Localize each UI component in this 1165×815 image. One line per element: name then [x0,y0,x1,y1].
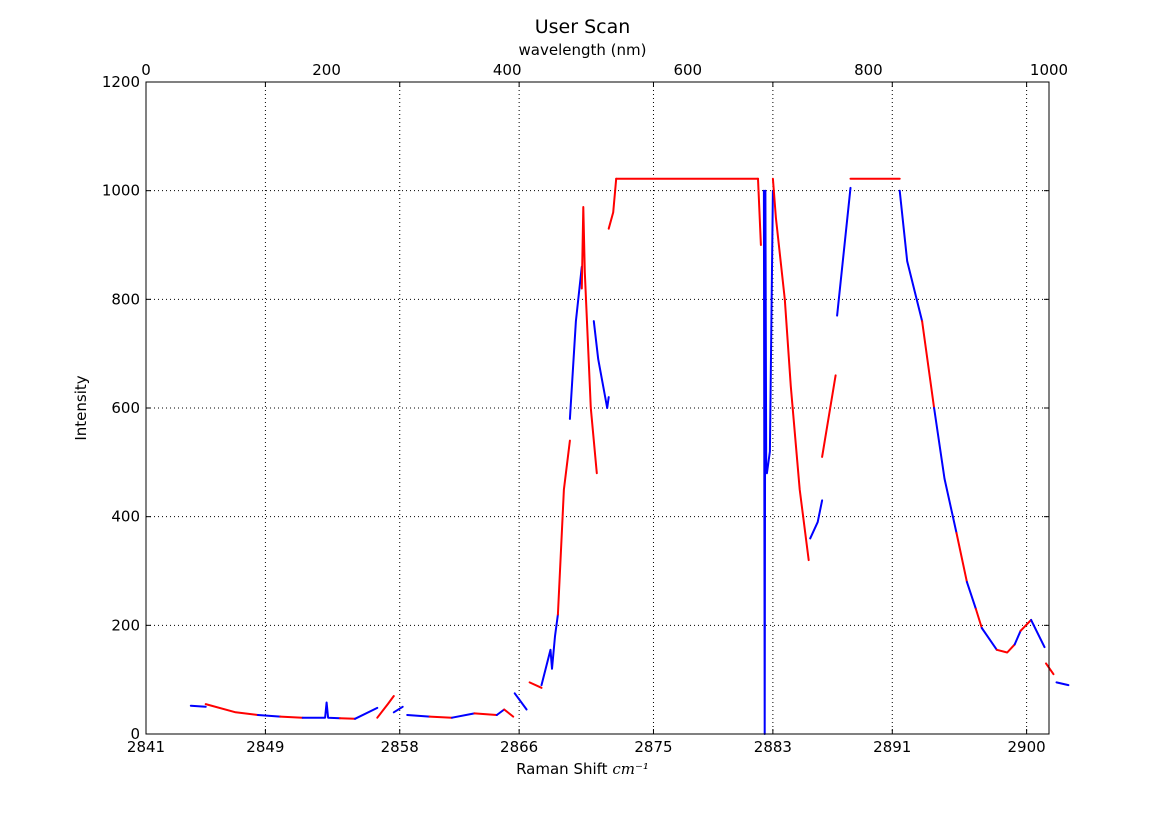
series-line-red [1019,618,1033,632]
y-tick-label: 200 [111,616,140,634]
series-line-blue [568,265,583,420]
series-line-red [580,206,598,475]
x-tick-label: 2891 [873,738,911,756]
plot-frame [145,81,1050,735]
y-tick-label: 0 [130,725,140,743]
series-line-red [376,695,395,719]
series-line-blue [256,714,282,718]
y-tick-label: 400 [111,508,140,526]
series-line-blue [301,701,341,720]
series-line-red [974,608,983,629]
x-axis-unit: cm⁻¹ [612,760,649,778]
x-tick-label: 2858 [381,738,419,756]
x-axis-label-text: Raman Shift [516,760,608,778]
series-line-red [279,715,304,719]
x-tick-label: 2866 [500,738,538,756]
series-line-red [607,177,618,230]
series-line-blue [1055,681,1070,687]
top-tick-label: 200 [312,61,341,79]
top-axis-label: wavelength (nm) [518,41,647,59]
x-tick-label: 2875 [634,738,672,756]
series-line-red [771,177,810,562]
series-line-blue [965,580,977,610]
top-tick-label: 400 [493,61,522,79]
series-line-blue [933,407,958,534]
y-tick-label: 1200 [102,73,140,91]
data-series [189,177,1070,735]
series-line-red [503,708,515,718]
series-line-red [921,320,936,409]
series-line-red [428,715,453,719]
series-line-blue [1030,618,1046,649]
series-line-blue [898,189,924,323]
series-line-red [556,439,571,616]
y-tick-label: 1000 [102,182,140,200]
grid [146,82,1049,734]
y-tick-label: 800 [111,290,140,308]
series-line-red [528,681,543,689]
series-line-blue [451,712,476,719]
series-line-blue [540,613,559,687]
series-line-red [339,717,356,720]
x-tick-label: 2900 [1008,738,1046,756]
series-line-red [473,712,498,716]
series-line-red [204,703,259,716]
top-tick-label: 600 [673,61,702,79]
series-line-blue [809,499,824,540]
top-tick-label: 800 [854,61,883,79]
x-tick-label: 2841 [127,738,165,756]
x-axis-label: Raman Shift cm⁻¹ [0,760,1165,778]
series-line-blue [392,705,404,714]
series-line-blue [495,708,506,716]
series-line-red [821,374,837,458]
series-line-blue [836,186,852,317]
top-tick-label: 1000 [1030,61,1068,79]
x-tick-label: 2849 [246,738,284,756]
series-line-blue [406,714,431,718]
top-tick-label: 0 [141,61,151,79]
chart-title: User Scan [534,16,631,38]
series-line-blue [980,627,998,651]
series-line-blue [1013,629,1022,646]
series-line-blue [762,189,774,735]
series-line-blue [513,692,528,711]
x-tick-label: 2883 [754,738,792,756]
series-line-blue [189,704,207,708]
series-line-red [995,643,1016,654]
series-line-red [1045,662,1055,676]
series-line-red [757,177,762,246]
series-line-blue [592,320,610,409]
series-line-red [955,532,968,583]
series-line-blue [354,706,379,720]
axis-ticks: 2841 2849 2858 2866 2875 2883 2891 2900 0 200 400 6… [102,61,1068,756]
y-tick-label: 600 [111,399,140,417]
